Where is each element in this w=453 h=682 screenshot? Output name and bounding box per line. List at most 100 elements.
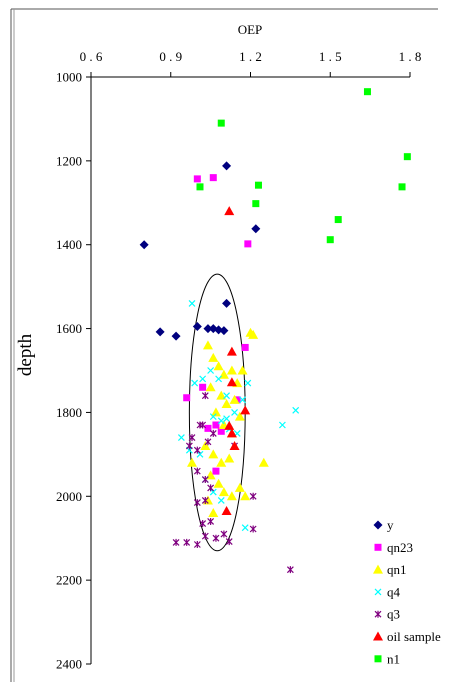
data-point [223, 415, 230, 423]
data-point [199, 520, 207, 528]
legend-marker [373, 631, 383, 641]
data-point [224, 206, 235, 216]
legend-marker [374, 543, 382, 551]
y-tick-label: 2400 [56, 657, 82, 672]
data-point [278, 421, 286, 429]
data-point [192, 321, 202, 331]
data-point [139, 240, 149, 250]
data-point [193, 541, 201, 549]
data-point [217, 417, 225, 425]
data-point [191, 379, 199, 387]
data-point [207, 517, 215, 525]
data-point [196, 421, 204, 429]
legend: y qn23 qn1 q4 q3 oil sample n1 [373, 518, 441, 666]
legend-label: q4 [387, 584, 401, 599]
legend-label: n1 [387, 651, 400, 666]
data-point [215, 375, 223, 383]
data-point [201, 392, 209, 400]
data-point [207, 484, 215, 492]
legend-marker [373, 564, 383, 574]
data-point [226, 428, 237, 438]
y-tick-label: 1200 [56, 153, 82, 168]
data-point [208, 508, 219, 518]
data-point [226, 365, 237, 375]
axes-group: 0 . 6 0 . 9 1 . 2 1 . 5 1 . 8 1000 1200 1400 160… [56, 49, 421, 672]
data-point [209, 174, 217, 182]
data-point [229, 394, 240, 404]
legend-label: qn1 [387, 562, 407, 577]
x-tick-label: 1 . 5 [319, 49, 342, 64]
legend-marker [373, 520, 383, 530]
data-point [217, 497, 225, 504]
data-point [177, 434, 185, 442]
data-point [363, 88, 371, 96]
legend-marker [374, 655, 382, 663]
series-q3 [172, 392, 294, 574]
data-point [201, 496, 209, 504]
x-tick-label: 0 . 6 [80, 49, 103, 64]
data-point [188, 299, 196, 307]
data-point [258, 457, 269, 467]
legend-item: q4 [374, 584, 401, 599]
data-point [254, 181, 262, 189]
series-y [139, 161, 261, 341]
data-point [213, 361, 224, 371]
data-point [244, 240, 252, 248]
data-point [222, 161, 232, 171]
data-point [212, 534, 220, 542]
data-point [201, 532, 209, 540]
data-point [207, 367, 215, 374]
data-point [237, 365, 248, 375]
x-axis-title: OEP [238, 22, 263, 37]
data-point [334, 216, 342, 224]
data-point [398, 183, 406, 191]
data-point [220, 530, 228, 538]
data-point [212, 467, 220, 475]
data-point [205, 382, 216, 392]
data-point [209, 413, 217, 421]
legend-marker [374, 588, 382, 596]
data-point [249, 492, 257, 500]
data-point [216, 390, 227, 400]
data-point [172, 538, 180, 546]
data-point [204, 438, 212, 446]
data-point [222, 298, 232, 308]
data-point [196, 183, 204, 191]
y-tick-label: 2000 [56, 489, 82, 504]
legend-label: q3 [387, 607, 400, 622]
legend-item: oil sample [373, 629, 441, 644]
data-point [403, 153, 411, 161]
data-point [248, 329, 259, 339]
data-point [225, 538, 233, 546]
data-point [240, 405, 251, 415]
data-point [202, 340, 213, 350]
data-point [203, 324, 213, 334]
data-point [209, 488, 217, 496]
data-point [171, 331, 181, 341]
legend-item: q3 [374, 607, 400, 622]
data-point [234, 482, 245, 492]
series-qn1 [187, 327, 269, 518]
data-point [196, 450, 204, 458]
data-point [183, 538, 191, 546]
y-axis-title: depth [15, 333, 36, 376]
legend-item: qn1 [373, 562, 407, 577]
series-oil-sample [221, 206, 251, 515]
legend-label: qn23 [387, 540, 413, 555]
data-point [216, 457, 227, 467]
data-point [219, 326, 229, 336]
data-point [224, 420, 235, 430]
data-point [251, 224, 261, 234]
data-points-group [139, 88, 411, 574]
data-point [226, 491, 237, 501]
data-point [221, 399, 232, 409]
data-point [226, 377, 237, 387]
data-point [188, 434, 196, 442]
data-point [201, 476, 209, 484]
data-point [187, 457, 198, 467]
data-point [193, 446, 201, 454]
y-tick-label: 1800 [56, 405, 82, 420]
data-point [213, 478, 224, 488]
data-point [208, 352, 219, 362]
data-point [292, 406, 300, 414]
